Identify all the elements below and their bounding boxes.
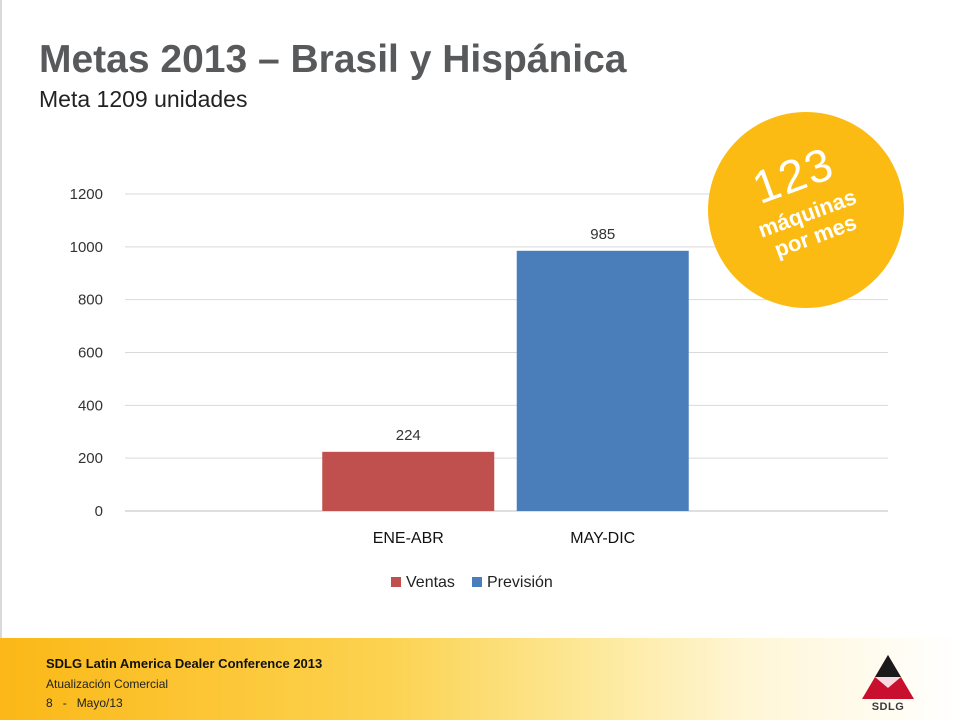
- page-subtitle: Meta 1209 unidades: [39, 86, 248, 112]
- data-label: 985: [590, 226, 615, 243]
- left-border: [0, 0, 2, 638]
- monthly-rate-badge: 123 máquinas por mes: [708, 112, 904, 308]
- y-tick-label: 1000: [70, 239, 103, 256]
- legend-swatch: [472, 577, 482, 587]
- bar-chart: 0 200 400 600 800 1000 1200 224 ENE-ABR 985 MAY-DI…: [70, 186, 888, 591]
- bar: [516, 250, 689, 511]
- page-number: 8: [46, 696, 53, 710]
- sdlg-triangle-icon: [862, 655, 914, 699]
- sdlg-logo: SDLG: [858, 652, 918, 718]
- footer-date: Mayo/13: [76, 696, 123, 710]
- legend-label: Previsión: [487, 574, 553, 591]
- bar: [322, 451, 495, 511]
- x-tick-label: MAY-DIC: [570, 530, 635, 547]
- data-label: 224: [396, 427, 421, 444]
- legend-label: Ventas: [406, 574, 455, 591]
- y-tick-label: 1200: [70, 186, 103, 203]
- y-tick-label: 800: [78, 292, 103, 309]
- logo-text: SDLG: [871, 701, 905, 713]
- y-tick-label: 200: [78, 450, 103, 467]
- legend-swatch: [391, 577, 401, 587]
- footer-page-info: 8- Mayo/13: [46, 696, 123, 710]
- footer-separator: -: [62, 696, 67, 710]
- x-tick-label: ENE-ABR: [373, 530, 444, 547]
- y-tick-label: 600: [78, 345, 103, 362]
- y-tick-label: 400: [78, 397, 103, 414]
- y-tick-label: 0: [95, 503, 103, 520]
- page-title: Metas 2013 – Brasil y Hispánica: [39, 38, 627, 81]
- footer-title: SDLG Latin America Dealer Conference 201…: [46, 656, 323, 671]
- footer-subtitle: Atualización Comercial: [46, 677, 169, 691]
- footer: SDLG Latin America Dealer Conference 201…: [0, 638, 960, 720]
